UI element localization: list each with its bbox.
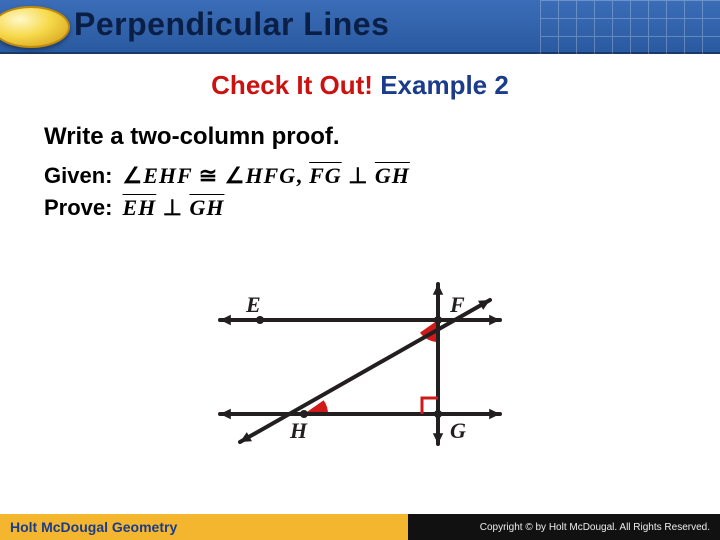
footer-bar: Holt McDougal Geometry Copyright © by Ho… <box>0 514 720 540</box>
subtitle-row: Check It Out! Example 2 <box>0 70 720 101</box>
svg-text:E: E <box>245 292 261 317</box>
congruent-symbol: ≅ <box>199 163 218 188</box>
prove-seg2: GH <box>189 195 224 220</box>
content-area: Write a two-column proof. Given: ∠EHF ≅ … <box>0 101 720 221</box>
subtitle-blue: Example 2 <box>380 70 509 100</box>
svg-text:F: F <box>449 292 465 317</box>
subtitle-red: Check It Out! <box>211 70 373 100</box>
given-seg1: FG <box>309 163 342 188</box>
footer-copyright: Copyright © by Holt McDougal. All Rights… <box>408 514 720 540</box>
given-seg2: GH <box>375 163 410 188</box>
given-angle1: EHF <box>143 163 192 188</box>
svg-text:H: H <box>289 418 308 443</box>
prove-seg1: EH <box>122 195 156 220</box>
instruction-text: Write a two-column proof. <box>44 123 676 151</box>
perp-symbol-2: ⊥ <box>163 195 183 220</box>
prove-math: EH ⊥ GH <box>122 195 224 221</box>
given-line: Given: ∠EHF ≅ ∠HFG, FG ⊥ GH <box>44 163 676 189</box>
given-label: Given: <box>44 163 112 189</box>
perp-symbol-1: ⊥ <box>348 163 368 188</box>
header-lozenge-icon <box>0 6 70 48</box>
page-title: Perpendicular Lines <box>74 6 389 43</box>
prove-line: Prove: EH ⊥ GH <box>44 195 676 221</box>
prove-label: Prove: <box>44 195 112 221</box>
given-math: ∠EHF ≅ ∠HFG, FG ⊥ GH <box>122 163 409 189</box>
geometry-diagram: E F H G <box>200 264 520 464</box>
header-grid-pattern <box>540 0 720 54</box>
given-angle2: HFG <box>245 163 296 188</box>
svg-text:G: G <box>450 418 466 443</box>
header-bar: Perpendicular Lines <box>0 0 720 54</box>
footer-brand: Holt McDougal Geometry <box>0 514 408 540</box>
